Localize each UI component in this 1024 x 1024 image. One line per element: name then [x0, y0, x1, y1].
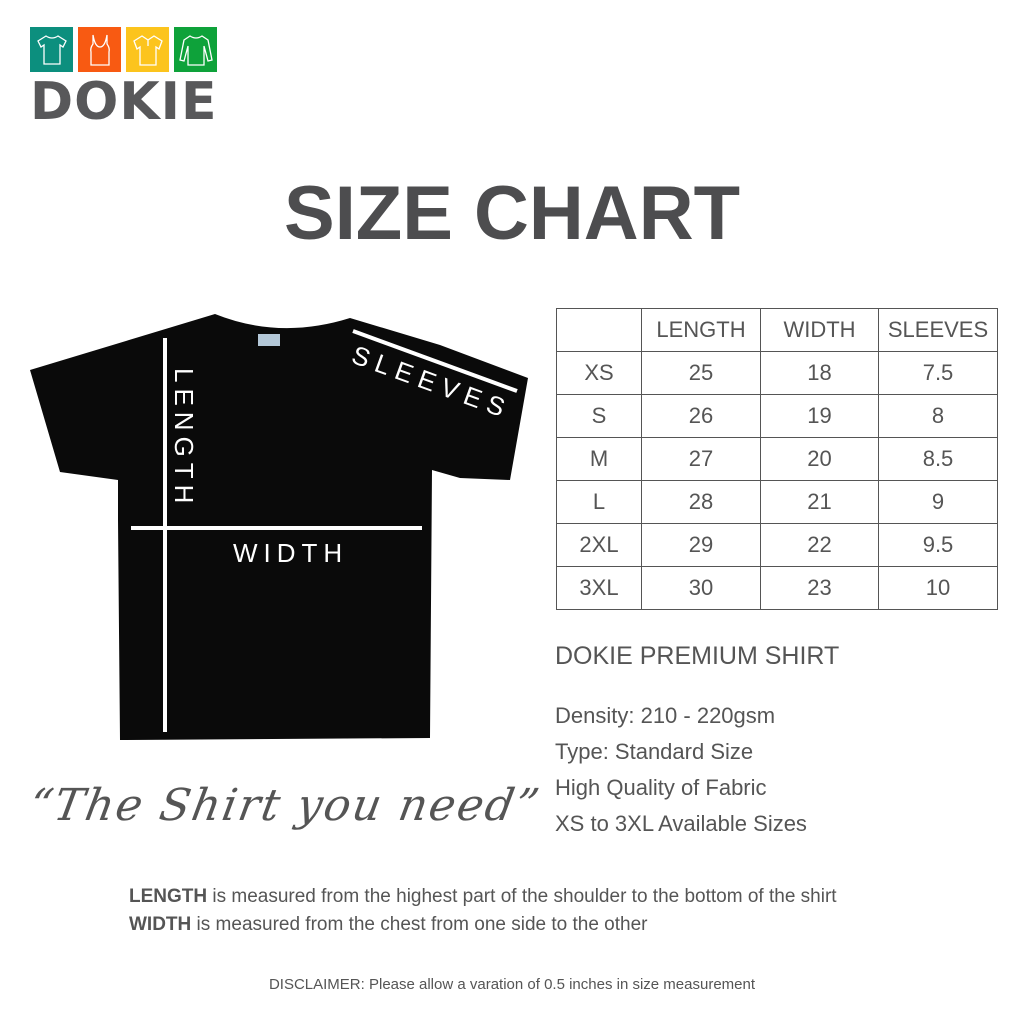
- sleeves-line: [352, 329, 518, 393]
- width-label: WIDTH: [233, 538, 348, 568]
- length-label: LENGTH: [169, 368, 199, 509]
- header-length: LENGTH: [641, 308, 761, 352]
- table-header-row: LENGTH WIDTH SLEEVES: [556, 308, 998, 352]
- width-cell: 19: [760, 394, 879, 438]
- table-row: XS 25 18 7.5: [556, 351, 998, 395]
- note-width: WIDTH is measured from the chest from on…: [129, 911, 837, 939]
- length-cell: 28: [641, 480, 761, 524]
- sleeves-cell: 10: [878, 566, 998, 610]
- sleeves-cell: 7.5: [878, 351, 998, 395]
- disclaimer: DISCLAIMER: Please allow a varation of 0…: [0, 976, 1024, 993]
- header-cell: [556, 308, 642, 352]
- size-cell: M: [556, 437, 642, 481]
- size-cell: 3XL: [556, 566, 642, 610]
- size-cell: 2XL: [556, 523, 642, 567]
- logo-icons: [30, 27, 217, 72]
- length-cell: 30: [641, 566, 761, 610]
- width-cell: 18: [760, 351, 879, 395]
- tank-top-icon: [78, 27, 121, 72]
- tshirt-diagram: LENGTH WIDTH SLEEVES: [30, 314, 528, 740]
- sleeves-cell: 9: [878, 480, 998, 524]
- table-row: M 27 20 8.5: [556, 437, 998, 481]
- note-term: LENGTH: [129, 886, 208, 907]
- size-cell: XS: [556, 351, 642, 395]
- sleeves-cell: 8: [878, 394, 998, 438]
- note-text: is measured from the highest part of the…: [207, 886, 837, 907]
- sleeves-cell: 9.5: [878, 523, 998, 567]
- size-cell: L: [556, 480, 642, 524]
- spec-density: Density: 210 - 220gsm: [555, 703, 776, 728]
- product-specs: Density: 210 - 220gsm Type: Standard Siz…: [555, 698, 807, 842]
- table-row: S 26 19 8: [556, 394, 998, 438]
- tagline-quote: “The Shirt you need”: [25, 780, 545, 831]
- width-cell: 23: [760, 566, 879, 610]
- measurement-notes: LENGTH is measured from the highest part…: [129, 883, 837, 939]
- polo-icon: [126, 27, 169, 72]
- note-text: is measured from the chest from one side…: [191, 914, 648, 935]
- table-row: 2XL 29 22 9.5: [556, 523, 998, 567]
- header-width: WIDTH: [760, 308, 879, 352]
- spec-sizes: XS to 3XL Available Sizes: [555, 811, 807, 836]
- spec-quality: High Quality of Fabric: [555, 775, 767, 800]
- size-cell: S: [556, 394, 642, 438]
- width-cell: 20: [760, 437, 879, 481]
- product-name: DOKIE PREMIUM SHIRT: [555, 642, 840, 670]
- long-sleeve-icon: [174, 27, 217, 72]
- tshirt-icon: [30, 27, 73, 72]
- sleeves-cell: 8.5: [878, 437, 998, 481]
- length-cell: 27: [641, 437, 761, 481]
- brand-logo: DOKIE: [30, 72, 218, 132]
- disclaimer-term: DISCLAIMER:: [268, 976, 365, 993]
- length-cell: 25: [641, 351, 761, 395]
- width-cell: 22: [760, 523, 879, 567]
- table-row: 3XL 30 23 10: [556, 566, 998, 610]
- note-term: WIDTH: [129, 914, 192, 935]
- length-cell: 26: [641, 394, 761, 438]
- disclaimer-text: Please allow a varation of 0.5 inches in…: [364, 976, 756, 993]
- page-title: SIZE CHART: [284, 171, 740, 256]
- table-row: L 28 21 9: [556, 480, 998, 524]
- spec-type: Type: Standard Size: [555, 739, 754, 764]
- note-length: LENGTH is measured from the highest part…: [129, 883, 837, 911]
- header-sleeves: SLEEVES: [878, 308, 998, 352]
- length-cell: 29: [641, 523, 761, 567]
- width-cell: 21: [760, 480, 879, 524]
- shirt-tag: [258, 334, 280, 346]
